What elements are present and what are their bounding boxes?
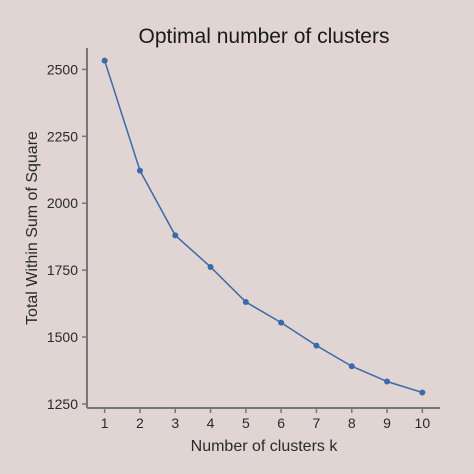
data-point [136, 167, 143, 174]
x-tick-label: 2 [136, 415, 144, 431]
x-tick-label: 4 [207, 415, 215, 431]
y-tick-label: 2000 [47, 195, 78, 211]
x-tick-label: 5 [242, 415, 250, 431]
data-point [348, 363, 355, 370]
x-tick-label: 8 [348, 415, 356, 431]
data-point [313, 342, 320, 349]
data-point [278, 319, 285, 326]
y-tick-label: 2250 [47, 128, 78, 144]
data-point [242, 299, 249, 306]
data-point [207, 263, 214, 270]
data-point [101, 57, 108, 64]
y-axis-label: Total Within Sum of Square [24, 131, 41, 325]
data-point [419, 389, 426, 396]
x-tick-label: 1 [101, 415, 109, 431]
y-axis-ticks: 1250 1500 1750 2000 2250 2500 [47, 61, 87, 412]
data-point [384, 378, 391, 385]
x-tick-label: 3 [171, 415, 179, 431]
x-tick-label: 9 [383, 415, 391, 431]
chart-title: Optimal number of clusters [139, 25, 390, 48]
x-axis-ticks: 1 2 3 4 5 6 7 8 9 10 [101, 408, 431, 431]
x-axis-label: Number of clusters k [191, 438, 339, 455]
y-tick-label: 1750 [47, 262, 78, 278]
x-tick-label: 10 [415, 415, 431, 431]
x-tick-label: 7 [313, 415, 321, 431]
data-points [101, 57, 426, 396]
y-tick-label: 1500 [47, 329, 78, 345]
data-point [172, 232, 179, 239]
y-tick-label: 2500 [47, 61, 78, 77]
x-tick-label: 6 [277, 415, 285, 431]
series-line [103, 60, 423, 394]
y-tick-label: 1250 [47, 396, 78, 412]
